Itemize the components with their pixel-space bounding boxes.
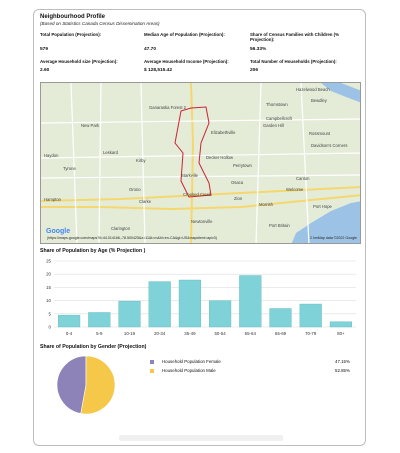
legend-male-value: 52.85% bbox=[335, 368, 350, 373]
y-tick-label: 20 bbox=[46, 272, 51, 277]
legend-female-label: Household Population Female bbox=[162, 359, 221, 364]
age-bar bbox=[239, 275, 262, 328]
x-tick-label: 0-4 bbox=[66, 331, 73, 336]
map-label: Zion bbox=[234, 196, 243, 201]
x-tick-label: 35-49 bbox=[184, 331, 196, 336]
map-label: Tyrone bbox=[63, 166, 76, 171]
stat-value-household-income: $ 128,515.42 bbox=[144, 68, 173, 73]
map-attribution: 2 kmMap data ©2022 Google bbox=[310, 236, 357, 240]
map-label: Ganaraska Forest 2 bbox=[149, 105, 187, 110]
pie-slice bbox=[80, 355, 116, 415]
map-label: Hazelwood Beach bbox=[296, 87, 330, 92]
map-label: Welcome bbox=[286, 187, 304, 192]
x-tick-label: 80+ bbox=[337, 331, 345, 336]
map-label: Thomstown bbox=[266, 102, 288, 107]
map-label: Orono bbox=[129, 187, 141, 192]
stat-value-median-age: 47.70 bbox=[144, 47, 157, 52]
stat-value-household-size: 2.60 bbox=[40, 68, 50, 73]
map-label: Canton bbox=[296, 176, 310, 181]
map-canvas bbox=[41, 83, 360, 243]
legend-male: Household Population Male bbox=[150, 368, 216, 373]
map-label: Decker Hollow bbox=[206, 155, 233, 160]
age-bar-chart: 0 5 10 15 20 25 0-4 5-9 10-19 20-34 35-49 50-54 55-6… bbox=[46, 259, 356, 336]
stat-label-household-income: Average Household Income (Projection): bbox=[144, 59, 229, 64]
stat-value-families-with-children: 56.33% bbox=[250, 47, 267, 52]
stat-value-total-population: 579 bbox=[40, 47, 49, 52]
age-bar bbox=[88, 312, 111, 328]
stat-label-households: Total Number of Households (Projection): bbox=[250, 59, 337, 64]
y-tick-label: 10 bbox=[46, 298, 51, 303]
neighbourhood-profile-card: Neighbourhood Profile (Based on Statisti… bbox=[33, 9, 366, 446]
map-label: Rossmount bbox=[309, 131, 331, 136]
pie-slice bbox=[56, 355, 87, 414]
x-tick-label: 70-79 bbox=[305, 331, 317, 336]
female-swatch bbox=[150, 359, 154, 364]
map-label: Starkville bbox=[181, 173, 198, 178]
legend-female-value: 47.15% bbox=[335, 359, 350, 364]
age-bar bbox=[209, 300, 232, 328]
neighbourhood-map[interactable]: Hazelwood Beach Bewdley Thomstown Ganara… bbox=[40, 82, 361, 244]
map-label: Hampton bbox=[44, 197, 61, 202]
google-logo: Google bbox=[46, 228, 71, 235]
map-url-link[interactable]: (https://maps.google.com/maps?ll=44.0141… bbox=[47, 236, 217, 240]
stat-value-households: 206 bbox=[250, 68, 259, 73]
profile-subtitle: (Based on Statistics Canada Census Disse… bbox=[40, 21, 160, 26]
age-bar bbox=[118, 300, 141, 328]
map-label: Davidson's Corners bbox=[311, 143, 348, 148]
y-tick-label: 15 bbox=[46, 285, 51, 290]
age-bar bbox=[178, 279, 201, 328]
profile-title: Neighbourhood Profile bbox=[40, 14, 105, 20]
x-tick-label: 55-64 bbox=[245, 331, 257, 336]
rice-lake-water bbox=[321, 83, 360, 103]
map-label: New Park bbox=[81, 123, 100, 128]
map-label: Leskard bbox=[103, 150, 118, 155]
map-label: Port Hope bbox=[313, 204, 332, 209]
age-bar bbox=[269, 308, 292, 328]
map-label: Kirby bbox=[136, 158, 146, 163]
neighbourhood-boundary bbox=[174, 106, 212, 198]
map-label: Clarington bbox=[111, 226, 131, 231]
y-tick-label: 5 bbox=[49, 311, 52, 316]
male-swatch bbox=[150, 368, 154, 373]
x-tick-label: 65-69 bbox=[275, 331, 287, 336]
stat-label-total-population: Total Population (Projection): bbox=[40, 32, 102, 37]
age-bar bbox=[58, 314, 81, 328]
age-chart-title: Share of Population by Age (% Projection… bbox=[40, 248, 146, 254]
map-label: Bewdley bbox=[311, 98, 327, 103]
y-tick-label: 25 bbox=[46, 259, 51, 264]
map-label: Perrytown bbox=[233, 163, 252, 168]
age-bar bbox=[148, 281, 171, 328]
major-roads bbox=[41, 83, 360, 243]
stat-label-families-with-children: Share of Census Families with Children (… bbox=[250, 32, 340, 43]
footer-bar bbox=[119, 435, 283, 441]
gender-chart-title: Share of Population by Gender (Projectio… bbox=[40, 344, 147, 350]
age-bar bbox=[299, 303, 322, 328]
map-label: Port Britain bbox=[269, 223, 290, 228]
stat-label-median-age: Median Age of Population (Projection): bbox=[144, 32, 225, 37]
x-tick-label: 5-9 bbox=[96, 331, 103, 336]
map-label: Osaca bbox=[231, 180, 244, 185]
x-tick-label: 20-34 bbox=[154, 331, 166, 336]
map-label: Campbellcroft bbox=[266, 116, 292, 121]
map-label: Haydon bbox=[44, 153, 59, 158]
map-label: Newtonville bbox=[191, 219, 213, 224]
map-label: Crooked Creek bbox=[183, 192, 212, 197]
stat-label-household-size: Average Household size (Projection): bbox=[40, 59, 118, 64]
gender-pie-chart bbox=[56, 355, 116, 415]
y-tick-label: 0 bbox=[49, 325, 52, 330]
map-label: Elizabethville bbox=[211, 130, 236, 135]
map-label: Morrish bbox=[259, 202, 273, 207]
x-tick-label: 10-19 bbox=[124, 331, 136, 336]
legend-male-label: Household Population Male bbox=[162, 368, 216, 373]
minor-roads bbox=[41, 83, 360, 243]
map-label: Clarke bbox=[139, 199, 152, 204]
legend-female: Household Population Female bbox=[150, 359, 221, 364]
map-label: Garden Hill bbox=[263, 123, 284, 128]
x-tick-label: 50-54 bbox=[214, 331, 226, 336]
age-bar bbox=[329, 321, 352, 328]
